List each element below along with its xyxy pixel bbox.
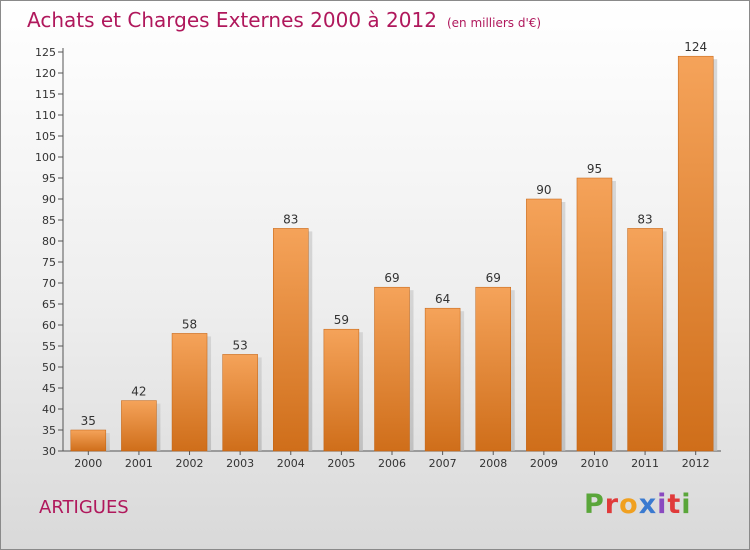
x-tick-label: 2001 [125, 457, 153, 470]
y-tick-label: 50 [42, 361, 56, 374]
brand-letter: i [657, 489, 668, 520]
brand-letter: P [584, 489, 605, 520]
bar [374, 286, 410, 452]
bar-value-label: 69 [486, 271, 501, 285]
y-tick-label: 70 [42, 277, 56, 290]
x-tick-label: 2009 [530, 457, 558, 470]
y-tick-label: 125 [35, 46, 56, 59]
chart-subtitle: (en milliers d'€) [446, 16, 542, 30]
bar [70, 429, 107, 452]
bar-value-label: 35 [81, 414, 96, 428]
x-tick-label: 2002 [176, 457, 204, 470]
bar-value-label: 64 [435, 292, 450, 306]
bar-value-label: 53 [233, 338, 248, 352]
bar-value-label: 83 [283, 212, 298, 226]
brand-letter: i [681, 489, 692, 520]
bar [475, 286, 511, 452]
x-tick-label: 2000 [74, 457, 102, 470]
bar [323, 328, 360, 452]
y-tick-label: 80 [42, 235, 56, 248]
x-tick-label: 2010 [580, 457, 608, 470]
bar [273, 228, 309, 452]
y-tick-label: 85 [42, 214, 56, 227]
y-tick-label: 30 [42, 445, 56, 458]
x-tick-label: 2003 [226, 457, 254, 470]
bar-value-label: 58 [182, 317, 197, 331]
y-tick-label: 60 [42, 319, 56, 332]
bar [627, 228, 663, 452]
bar-value-label: 59 [334, 313, 349, 327]
x-tick-label: 2007 [429, 457, 457, 470]
bar-value-label: 95 [587, 162, 602, 176]
x-tick-label: 2006 [378, 457, 406, 470]
bar-value-label: 90 [536, 183, 551, 197]
bar [424, 307, 461, 452]
y-tick-label: 55 [42, 340, 56, 353]
brand-letter: o [619, 489, 639, 520]
y-tick-label: 95 [42, 172, 56, 185]
chart-axes: 30 35 40 45 50 55 60 65 70 75 80 85 90 95 100 105 110 115… [35, 46, 721, 470]
x-tick-label: 2004 [277, 457, 305, 470]
bar [576, 177, 613, 452]
y-tick-label: 120 [35, 67, 56, 80]
bar-value-label: 83 [637, 212, 652, 226]
brand-letter: x [638, 489, 658, 520]
bar-value-label: 42 [131, 385, 146, 399]
y-tick-label: 75 [42, 256, 56, 269]
x-tick-label: 2012 [682, 457, 710, 470]
bar [677, 55, 714, 452]
y-tick-label: 40 [42, 403, 56, 416]
y-tick-label: 100 [35, 151, 56, 164]
bar [526, 198, 562, 452]
y-tick-label: 65 [42, 298, 56, 311]
brand-letter: r [604, 489, 620, 520]
bar-value-label: 124 [684, 40, 707, 54]
bar [222, 354, 258, 452]
brand-letter: t [667, 489, 682, 520]
place-name: ARTIGUES [39, 497, 129, 518]
y-tick-label: 105 [35, 130, 56, 143]
brand-logo: Proxiti [584, 489, 692, 520]
y-tick-label: 45 [42, 382, 56, 395]
y-tick-label: 90 [42, 193, 56, 206]
bar [171, 333, 208, 452]
y-tick-label: 35 [42, 424, 56, 437]
chart-title: Achats et Charges Externes 2000 à 2012 (e… [27, 8, 541, 32]
chart-bars: 35 42 58 53 83 59 69 64 69 90 95 83 124 [70, 40, 718, 452]
y-tick-label: 115 [35, 88, 56, 101]
y-tick-label: 110 [35, 109, 56, 122]
x-tick-label: 2005 [327, 457, 355, 470]
x-tick-label: 2011 [631, 457, 659, 470]
chart-title-text: Achats et Charges Externes 2000 à 2012 [27, 8, 437, 32]
x-tick-label: 2008 [479, 457, 507, 470]
bar-value-label: 69 [384, 271, 399, 285]
bar [121, 400, 157, 452]
